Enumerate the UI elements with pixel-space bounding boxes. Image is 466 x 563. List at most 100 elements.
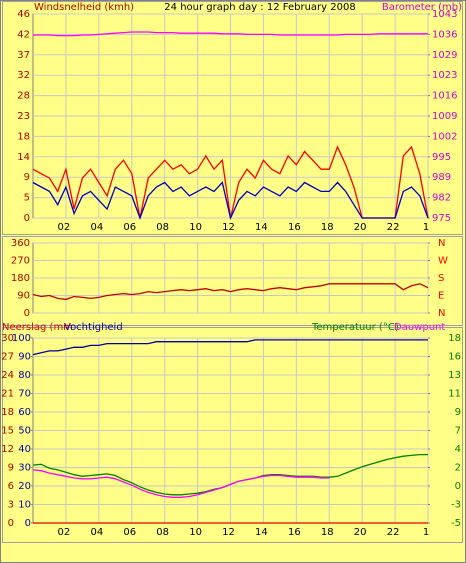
y-tick-label: 10 — [18, 500, 31, 511]
y2-axis-title: Barometer (mb) — [382, 2, 462, 13]
y-tick-label: 975 — [432, 213, 451, 224]
series-label: Dauwpunt — [394, 322, 445, 333]
series-line — [32, 339, 428, 356]
x-tick-label: 12 — [222, 222, 235, 233]
y-tick-label: S — [438, 273, 444, 284]
y-axis-title: Windsnelheid (kmh) — [34, 2, 134, 13]
x-tick-label: 02 — [58, 527, 71, 538]
x-tick-label: 18 — [321, 527, 334, 538]
y-tick-label: 24 — [1, 370, 14, 381]
panel-frame — [2, 1, 463, 235]
y-tick-label: 15 — [1, 426, 14, 437]
y-tick-label: 80 — [18, 370, 31, 381]
y-tick-label: 995 — [432, 152, 451, 163]
y-tick-label: N — [438, 238, 445, 249]
y-tick-label: 70 — [18, 389, 31, 400]
x-tick-label: 06 — [123, 222, 136, 233]
y-tick-label: 18 — [1, 407, 14, 418]
x-tick-label: 10 — [189, 527, 202, 538]
x-tick-label: 04 — [90, 527, 103, 538]
y-tick-label: 1009 — [432, 111, 457, 122]
y-tick-label: 90 — [18, 352, 31, 363]
y-tick-label: 23 — [17, 111, 30, 122]
series-line — [33, 31, 428, 37]
y-tick-label: 0 — [455, 481, 461, 492]
x-tick-label: 06 — [123, 527, 136, 538]
chart-title: 24 hour graph day : 12 February 2008 — [164, 2, 355, 13]
y-tick-label: 1002 — [432, 131, 457, 142]
y-tick-label: 0 — [24, 308, 30, 319]
x-tick-label: 1 — [423, 222, 429, 233]
y-tick-label: 1036 — [432, 29, 457, 40]
y-tick-label: 18 — [448, 333, 461, 344]
x-tick-label: 1 — [423, 527, 429, 538]
x-tick-label: 18 — [321, 222, 334, 233]
y-tick-label: 1023 — [432, 70, 457, 81]
y-tick-label: 13 — [448, 370, 461, 381]
y-tick-label: 989 — [432, 172, 451, 183]
y-tick-label: 7 — [455, 426, 461, 437]
y-tick-label: -3 — [451, 500, 461, 511]
y-tick-label: 46 — [17, 9, 30, 20]
y-tick-label: 100 — [12, 333, 31, 344]
x-tick-label: 16 — [288, 222, 301, 233]
y-tick-label: N — [438, 308, 445, 319]
y-tick-label: 27 — [1, 352, 14, 363]
y-tick-label: 9 — [8, 463, 14, 474]
y-tick-label: 40 — [18, 444, 31, 455]
y-tick-label: 982 — [432, 193, 451, 204]
x-tick-label: 12 — [222, 527, 235, 538]
y-tick-label: 3 — [8, 500, 14, 511]
series-line — [32, 469, 330, 498]
panel-frame — [2, 236, 463, 326]
series-label: Temperatuur (°C) — [311, 322, 399, 333]
y-tick-label: 270 — [11, 256, 30, 267]
y-tick-label: 0 — [24, 213, 30, 224]
x-tick-label: 20 — [354, 222, 367, 233]
x-tick-label: 02 — [58, 222, 71, 233]
y-tick-label: 0 — [8, 518, 14, 529]
y-tick-label: 9 — [24, 172, 30, 183]
x-tick-label: 10 — [189, 222, 202, 233]
y-tick-label: 16 — [448, 352, 461, 363]
y-tick-label: 11 — [448, 389, 461, 400]
y-tick-label: 6 — [8, 481, 14, 492]
x-tick-label: 04 — [90, 222, 103, 233]
y-tick-label: -5 — [451, 518, 461, 529]
y-tick-label: 0 — [25, 518, 31, 529]
y-tick-label: 50 — [18, 426, 31, 437]
y-tick-label: 30 — [18, 463, 31, 474]
y-tick-label: 30 — [1, 333, 14, 344]
y-tick-label: 2 — [455, 463, 461, 474]
series-line — [32, 283, 429, 301]
x-tick-label: 16 — [288, 527, 301, 538]
series-label: Vochtigheid — [64, 322, 123, 333]
y-tick-label: 1029 — [432, 50, 457, 61]
y-tick-label: 60 — [18, 407, 31, 418]
x-tick-label: 14 — [255, 527, 268, 538]
x-tick-label: 08 — [156, 527, 169, 538]
x-tick-label: 14 — [255, 222, 268, 233]
y-tick-label: 14 — [17, 152, 30, 163]
x-tick-label: 20 — [354, 527, 367, 538]
y-tick-label: 21 — [1, 389, 14, 400]
y-tick-label: 4 — [455, 444, 461, 455]
y-tick-label: 32 — [17, 70, 30, 81]
panel-frame — [2, 327, 463, 543]
x-tick-label: 22 — [387, 222, 400, 233]
y-tick-label: 37 — [17, 50, 30, 61]
x-tick-label: 08 — [156, 222, 169, 233]
y-tick-label: 28 — [17, 91, 30, 102]
x-tick-label: 22 — [387, 527, 400, 538]
y-tick-label: W — [438, 256, 448, 267]
y-tick-label: 20 — [18, 481, 31, 492]
y-tick-label: 5 — [24, 193, 30, 204]
y-tick-label: 360 — [11, 238, 30, 249]
y-tick-label: 1016 — [432, 91, 457, 102]
y-tick-label: 90 — [17, 291, 30, 302]
series-line — [32, 181, 429, 220]
y-tick-label: 18 — [17, 131, 30, 142]
y-tick-label: 1043 — [432, 9, 457, 20]
y-tick-label: E — [438, 291, 444, 302]
